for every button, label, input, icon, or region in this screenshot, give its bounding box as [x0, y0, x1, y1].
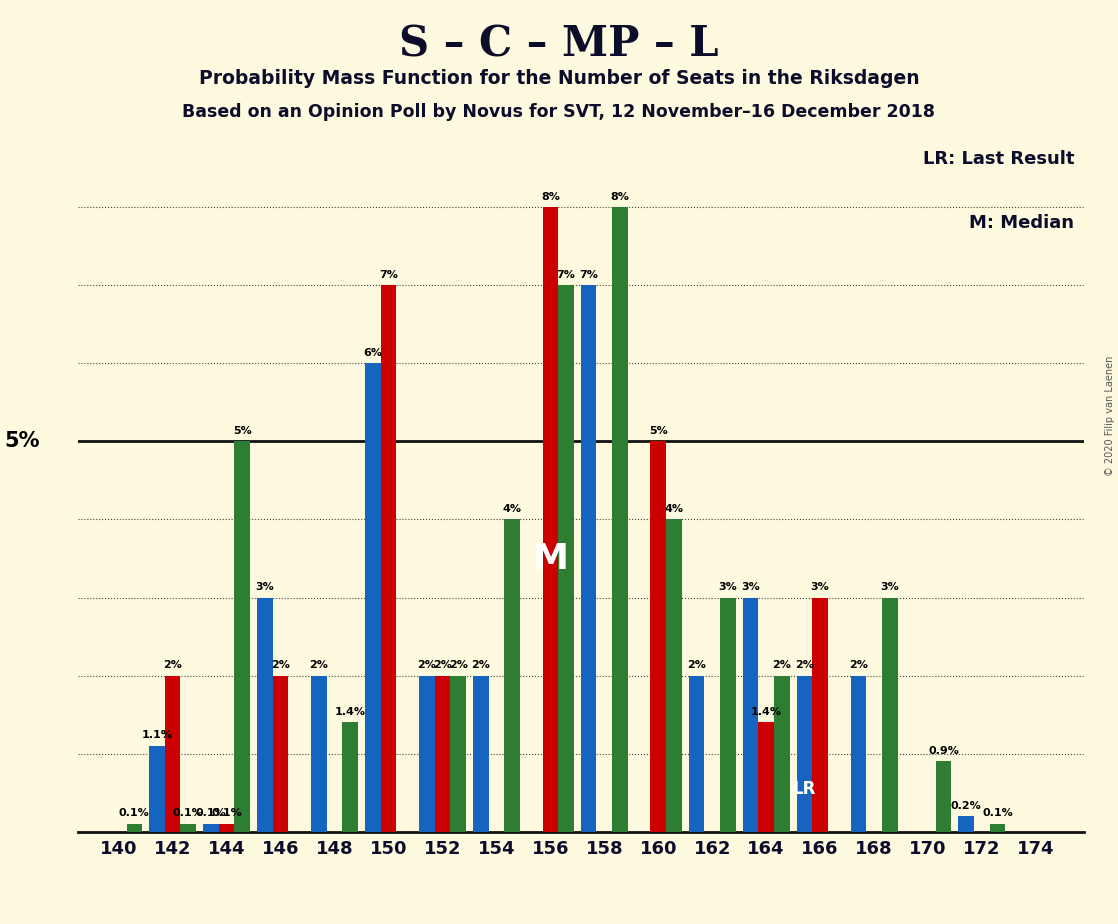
Text: 2%: 2%: [310, 660, 329, 670]
Bar: [651, 442, 666, 832]
Text: Probability Mass Function for the Number of Seats in the Riksdagen: Probability Mass Function for the Number…: [199, 69, 919, 89]
Bar: [257, 598, 273, 832]
Text: M: Median: M: Median: [969, 213, 1074, 232]
Text: 5%: 5%: [233, 426, 252, 436]
Text: 3%: 3%: [811, 582, 830, 592]
Text: 1.4%: 1.4%: [750, 707, 781, 717]
Text: S – C – MP – L: S – C – MP – L: [399, 23, 719, 65]
Text: 0.1%: 0.1%: [983, 808, 1013, 819]
Text: 8%: 8%: [541, 192, 560, 202]
Text: 2%: 2%: [433, 660, 452, 670]
Text: M: M: [532, 541, 568, 576]
Bar: [203, 824, 219, 832]
Bar: [149, 746, 164, 832]
Bar: [364, 363, 380, 832]
Bar: [774, 675, 789, 832]
Bar: [380, 286, 396, 832]
Text: 2%: 2%: [163, 660, 182, 670]
Text: 3%: 3%: [256, 582, 274, 592]
Text: 3%: 3%: [719, 582, 737, 592]
Text: 1.4%: 1.4%: [334, 707, 366, 717]
Text: 0.1%: 0.1%: [173, 808, 203, 819]
Text: 4%: 4%: [664, 504, 683, 514]
Bar: [435, 675, 451, 832]
Text: 0.2%: 0.2%: [951, 800, 982, 810]
Text: 7%: 7%: [557, 270, 576, 280]
Text: LR: Last Result: LR: Last Result: [922, 151, 1074, 168]
Bar: [813, 598, 828, 832]
Bar: [311, 675, 326, 832]
Text: 5%: 5%: [648, 426, 667, 436]
Bar: [851, 675, 866, 832]
Bar: [720, 598, 736, 832]
Text: 7%: 7%: [379, 270, 398, 280]
Text: 8%: 8%: [610, 192, 629, 202]
Text: 2%: 2%: [773, 660, 792, 670]
Bar: [164, 675, 180, 832]
Text: © 2020 Filip van Laenen: © 2020 Filip van Laenen: [1106, 356, 1115, 476]
Text: 2%: 2%: [849, 660, 868, 670]
Text: 3%: 3%: [741, 582, 760, 592]
Bar: [758, 723, 774, 832]
Bar: [219, 824, 235, 832]
Bar: [235, 442, 250, 832]
Bar: [689, 675, 704, 832]
Text: 6%: 6%: [363, 348, 382, 358]
Bar: [504, 519, 520, 832]
Text: 4%: 4%: [502, 504, 521, 514]
Text: 0.1%: 0.1%: [211, 808, 241, 819]
Bar: [742, 598, 758, 832]
Text: 2%: 2%: [472, 660, 490, 670]
Text: 2%: 2%: [795, 660, 814, 670]
Bar: [126, 824, 142, 832]
Bar: [180, 824, 196, 832]
Bar: [666, 519, 682, 832]
Bar: [558, 286, 574, 832]
Bar: [419, 675, 435, 832]
Bar: [613, 207, 628, 832]
Text: LR: LR: [793, 780, 816, 797]
Bar: [273, 675, 288, 832]
Bar: [958, 816, 974, 832]
Bar: [936, 761, 951, 832]
Text: 0.1%: 0.1%: [119, 808, 150, 819]
Bar: [473, 675, 489, 832]
Text: 7%: 7%: [579, 270, 598, 280]
Bar: [581, 286, 597, 832]
Bar: [797, 675, 813, 832]
Text: 2%: 2%: [448, 660, 467, 670]
Bar: [542, 207, 558, 832]
Text: 0.1%: 0.1%: [196, 808, 226, 819]
Text: 0.9%: 0.9%: [928, 746, 959, 756]
Text: 5%: 5%: [4, 432, 40, 452]
Bar: [989, 824, 1005, 832]
Text: 1.1%: 1.1%: [142, 730, 172, 740]
Text: 2%: 2%: [272, 660, 290, 670]
Text: Based on an Opinion Poll by Novus for SVT, 12 November–16 December 2018: Based on an Opinion Poll by Novus for SV…: [182, 103, 936, 121]
Bar: [451, 675, 466, 832]
Bar: [342, 723, 358, 832]
Text: 2%: 2%: [688, 660, 705, 670]
Text: 3%: 3%: [880, 582, 899, 592]
Bar: [882, 598, 898, 832]
Text: 2%: 2%: [417, 660, 436, 670]
